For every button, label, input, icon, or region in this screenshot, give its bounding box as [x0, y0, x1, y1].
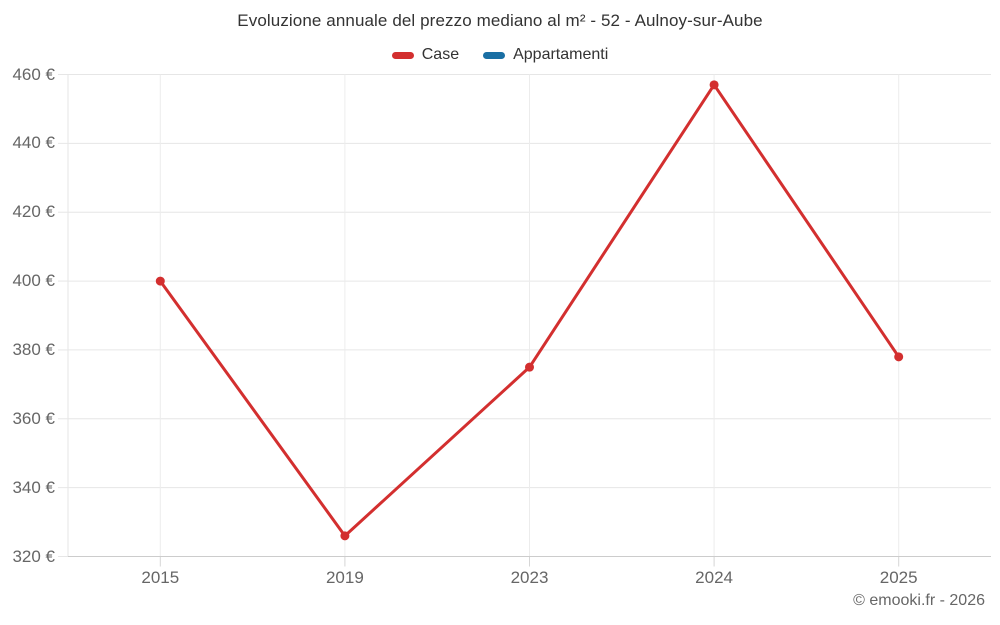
- y-axis-label: 460 €: [12, 64, 55, 84]
- data-point-case-2023[interactable]: [525, 362, 534, 372]
- y-axis-label: 340 €: [12, 477, 55, 497]
- legend-label-case: Case: [421, 46, 460, 63]
- y-axis-label: 320 €: [12, 546, 55, 566]
- data-point-case-2015[interactable]: [155, 276, 165, 286]
- legend-item-case[interactable]: Case: [391, 46, 460, 64]
- x-axis-label: 2015: [141, 568, 180, 587]
- x-axis-label: 2024: [695, 568, 733, 587]
- y-axis-label: 380 €: [12, 339, 55, 359]
- y-axis-label: 440 €: [12, 133, 55, 153]
- x-axis-label: 2025: [879, 568, 918, 587]
- case-series-swatch: [391, 51, 414, 59]
- y-axis-label: 360 €: [12, 408, 55, 428]
- chart-title: Evoluzione annuale del prezzo mediano al…: [237, 11, 763, 30]
- legend: Case Appartamenti: [0, 46, 1000, 64]
- legend-label-appartamenti: Appartamenti: [513, 46, 609, 63]
- y-axis-label: 420 €: [12, 202, 55, 222]
- attribution: © emooki.fr - 2026: [853, 592, 985, 609]
- data-point-case-2019[interactable]: [340, 531, 350, 541]
- legend-item-appartamenti[interactable]: Appartamenti: [483, 46, 608, 64]
- data-point-case-2024[interactable]: [709, 80, 719, 90]
- y-axis-label: 400 €: [12, 271, 55, 291]
- x-axis-label: 2019: [325, 568, 364, 587]
- data-point-case-2025[interactable]: [894, 352, 904, 362]
- x-axis-label: 2023: [510, 568, 549, 587]
- appartamenti-series-swatch: [483, 51, 506, 59]
